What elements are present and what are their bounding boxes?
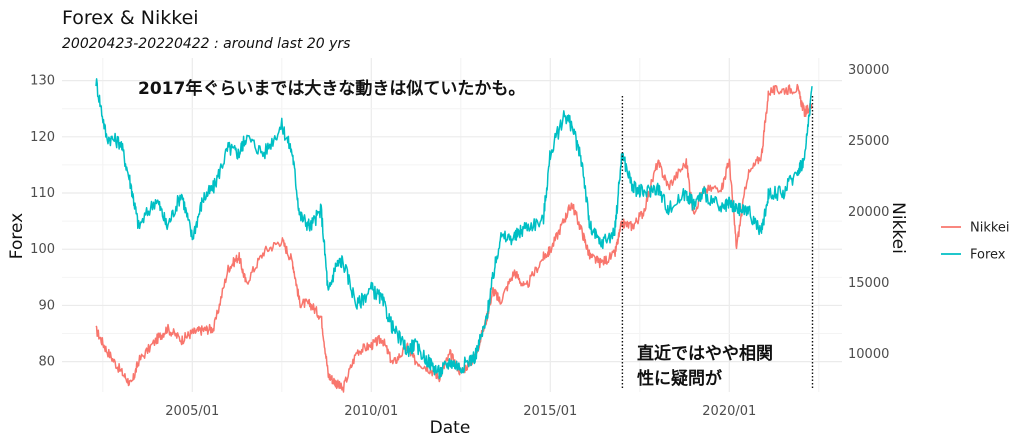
y-left-axis-label: Forex: [7, 213, 27, 259]
x-axis-label: Date: [430, 418, 471, 438]
chart-title: Forex & Nikkei: [62, 7, 199, 29]
x-tick-label: 2005/01: [165, 404, 219, 419]
y-right-axis-ticks: 10000 15000 20000 25000 30000: [848, 63, 889, 362]
series-line-forex: [95, 78, 813, 380]
y-left-axis-ticks: 80 90 100 110 120 130: [30, 74, 55, 370]
x-tick-label: 2020/01: [702, 404, 756, 419]
annotation-similarity: 2017年ぐらいまでは大きな動きは似ていたかも。: [138, 78, 525, 99]
y-right-tick-label: 25000: [848, 134, 889, 149]
x-axis-ticks: 2005/01 2010/01 2015/01 2020/01: [165, 404, 756, 419]
y-right-tick-label: 15000: [848, 276, 889, 291]
legend: Nikkei Forex: [941, 221, 1010, 263]
annotation-recent-line2: 性に疑問が: [637, 368, 722, 389]
x-tick-label: 2010/01: [344, 404, 398, 419]
y-right-tick-label: 10000: [848, 347, 889, 362]
y-right-tick-label: 20000: [848, 205, 889, 220]
y-left-tick-label: 130: [30, 74, 55, 89]
y-left-tick-label: 80: [38, 355, 55, 370]
legend-label-forex: Forex: [970, 248, 1006, 263]
grid: [62, 58, 842, 392]
reference-lines: [621, 96, 814, 390]
y-left-tick-label: 120: [30, 130, 55, 145]
y-left-tick-label: 90: [38, 298, 55, 313]
x-tick-label: 2015/01: [523, 404, 577, 419]
chart-subtitle: 20020423-20220422 : around last 20 yrs: [62, 36, 350, 52]
y-left-tick-label: 100: [30, 242, 55, 257]
y-right-axis-label: Nikkei: [888, 202, 908, 254]
legend-label-nikkei: Nikkei: [970, 221, 1010, 236]
y-right-tick-label: 30000: [848, 63, 889, 78]
y-left-tick-label: 110: [30, 186, 55, 201]
annotations: 2017年ぐらいまでは大きな動きは似ていたかも。 直近ではやや相関 性に疑問が: [138, 78, 773, 389]
annotation-recent-line1: 直近ではやや相関: [637, 343, 773, 364]
series-lines: [95, 78, 813, 393]
